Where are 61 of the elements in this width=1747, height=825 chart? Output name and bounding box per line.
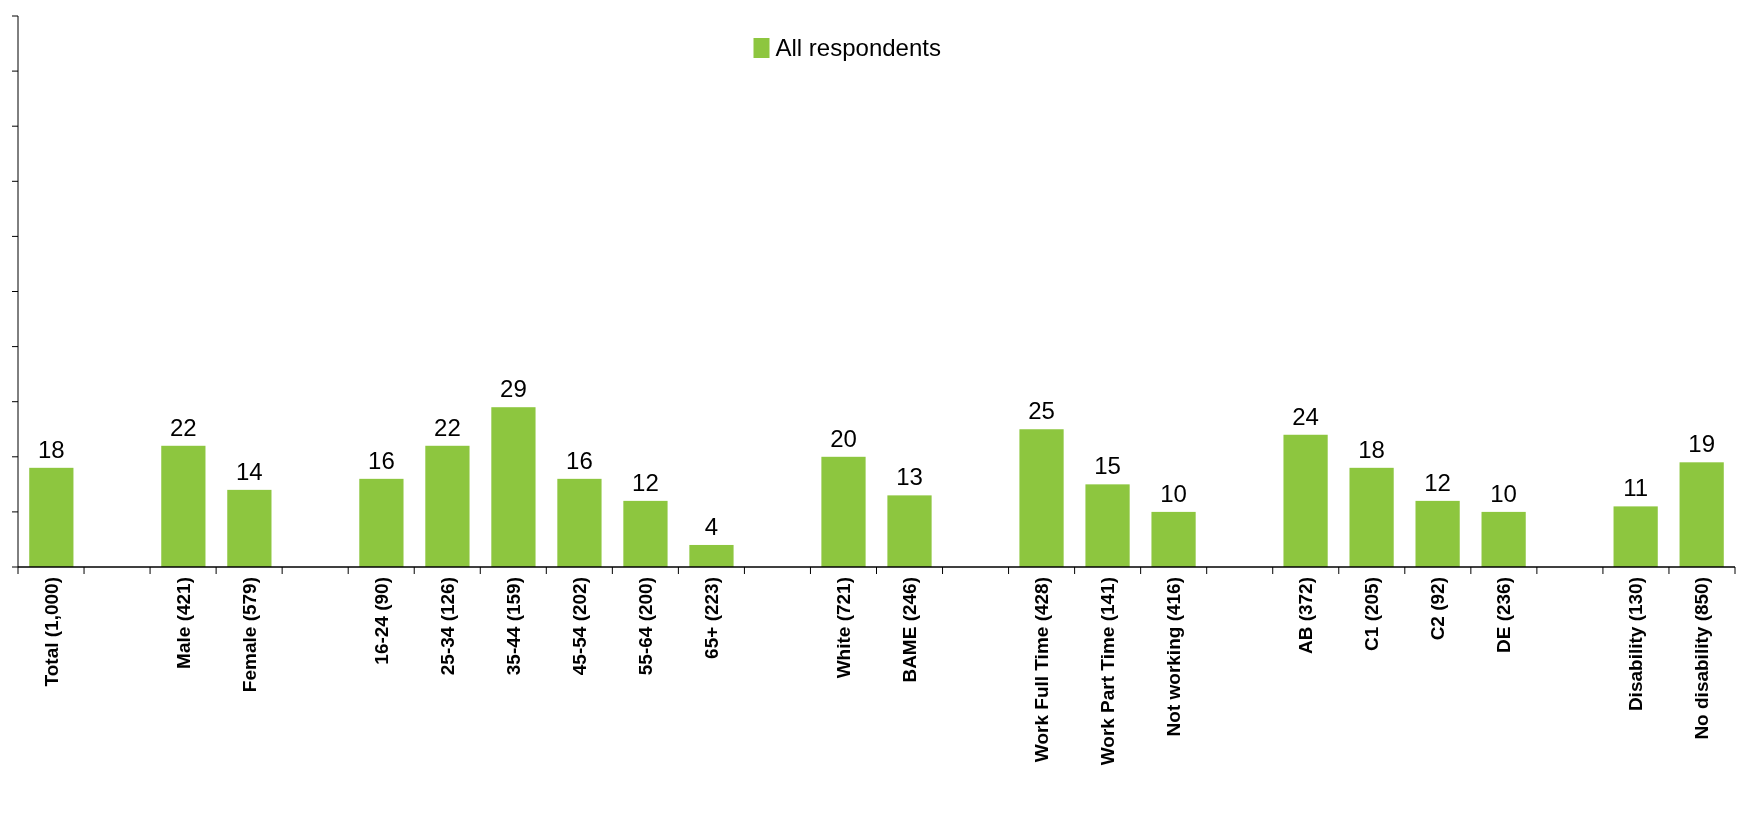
x-tick-label: Disability (130) [1625,577,1647,712]
data-label: 15 [1094,452,1121,480]
x-tick-label: BAME (246) [899,577,921,683]
bar [359,478,404,567]
x-tick-label: White (721) [833,577,855,679]
x-tick-label: Female (579) [239,577,261,693]
data-label: 20 [830,424,857,452]
data-label: 13 [896,463,923,491]
bar [1349,467,1394,567]
data-label: 10 [1160,479,1187,507]
x-tick-label: Not working (416) [1163,577,1185,737]
data-label: 18 [1358,435,1385,463]
bar [1019,429,1064,567]
x-tick-label: C2 (92) [1427,577,1449,641]
data-label: 29 [500,375,527,403]
x-tick-label: 65+ (223) [701,577,723,659]
bar [29,467,74,567]
x-tick-label: DE (236) [1493,577,1515,654]
x-tick-label: C1 (205) [1361,577,1383,651]
x-tick-label: 35-44 (159) [503,577,525,676]
bar [1679,462,1724,567]
x-tick-label: 55-64 (200) [635,577,657,676]
bar [1283,434,1328,567]
bar [887,495,932,567]
data-label: 14 [236,457,263,485]
data-label: 12 [1424,468,1451,496]
bar [1085,484,1130,567]
x-tick-label: Work Part Time (141) [1097,577,1119,766]
data-label: 25 [1028,397,1055,425]
bar [1151,511,1196,567]
data-label: 4 [704,512,719,540]
bar [227,489,272,567]
x-tick-label: Work Full Time (428) [1031,577,1053,763]
bar [821,456,866,567]
bar [491,407,536,567]
data-label: 11 [1623,474,1649,502]
data-label: 22 [170,413,197,441]
x-tick-label: No disability (850) [1691,577,1713,740]
data-label: 19 [1688,430,1716,458]
bar [689,544,734,567]
bar [557,478,602,567]
data-label: 16 [566,446,593,474]
bar [1415,500,1460,567]
x-tick-label: Total (1,000) [40,577,62,687]
data-label: 24 [1292,402,1319,430]
x-tick-label: Male (421) [173,577,195,669]
bar [425,445,470,567]
legend-label: All respondents [775,34,941,62]
bar [1481,511,1526,567]
x-tick-label: AB (372) [1295,577,1317,655]
data-label: 12 [632,468,659,496]
bar [161,445,206,567]
data-label: 16 [368,446,395,474]
data-label: 18 [37,435,65,463]
x-tick-label: 25-34 (126) [437,577,459,676]
data-label: 22 [434,413,461,441]
x-tick-label: 45-54 (202) [569,577,591,676]
x-tick-label: 16-24 (90) [371,577,393,665]
data-label: 10 [1490,479,1517,507]
bar [623,500,668,567]
bar [1613,506,1658,567]
